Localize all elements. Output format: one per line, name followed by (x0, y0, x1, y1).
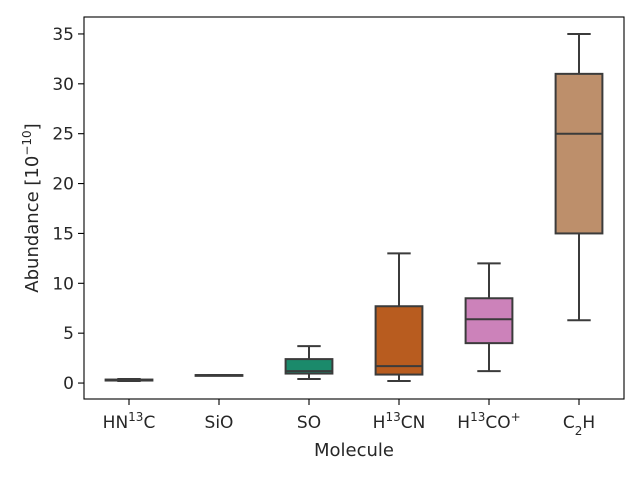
x-tick-label-part: SiO (205, 413, 234, 433)
box-body (464, 297, 514, 345)
x-tick-label-part: CO (485, 413, 510, 433)
x-tick-label-part: H (373, 413, 386, 433)
x-axis: HN13C SiO SO H13CN H13CO+ C2H (103, 399, 595, 438)
x-tick-label-part: H (457, 413, 470, 433)
x-tick-label-part: 13 (385, 410, 400, 424)
y-tick-label: 30 (52, 75, 74, 95)
x-tick-label: HN13C (103, 410, 156, 433)
x-tick-label: H13CN (373, 410, 426, 433)
y-tick-label: 35 (52, 25, 74, 45)
x-tick-label-part: HN (103, 413, 129, 433)
x-tick-label-part: + (511, 410, 521, 424)
box-group (104, 32, 604, 383)
y-axis-title: Abundance [10−10] (20, 123, 43, 292)
x-tick-label-part: 13 (470, 410, 485, 424)
x-tick-label-part: C (563, 413, 575, 433)
y-tick-label: 15 (52, 224, 74, 244)
x-tick-label-part: 2 (575, 424, 583, 438)
box-body (554, 72, 604, 235)
x-tick-label: H13CO+ (457, 410, 520, 433)
box-4 (374, 252, 424, 383)
y-tick-label: 10 (52, 274, 74, 294)
x-tick-label-part: SO (297, 413, 321, 433)
y-axis-title-close: ] (22, 123, 43, 130)
x-tick-label-part: H (582, 413, 595, 433)
x-tick-label-part: C (143, 413, 155, 433)
box-5 (464, 262, 514, 373)
y-axis-title-exponent: −10 (20, 130, 34, 155)
y-axis: 0 5 10 15 20 25 30 35 (52, 25, 84, 394)
plot-frame (83, 16, 625, 400)
y-tick-label: 20 (52, 175, 74, 195)
box-3 (284, 345, 334, 381)
y-tick-label: 0 (63, 374, 74, 394)
y-axis-title-main: Abundance [10 (22, 156, 43, 293)
x-axis-title: Molecule (314, 440, 394, 461)
x-tick-label: SiO (205, 413, 234, 433)
x-tick-label: SO (297, 413, 321, 433)
box-1 (104, 378, 154, 383)
box-body (374, 305, 424, 376)
x-tick-label: C2H (563, 413, 595, 438)
x-tick-label-part: CN (401, 413, 426, 433)
box-6 (554, 32, 604, 322)
box-2 (194, 374, 244, 377)
x-tick-label-part: 13 (128, 410, 143, 424)
box-body (284, 358, 334, 375)
y-tick-label: 25 (52, 125, 74, 145)
y-tick-label: 5 (63, 324, 74, 344)
